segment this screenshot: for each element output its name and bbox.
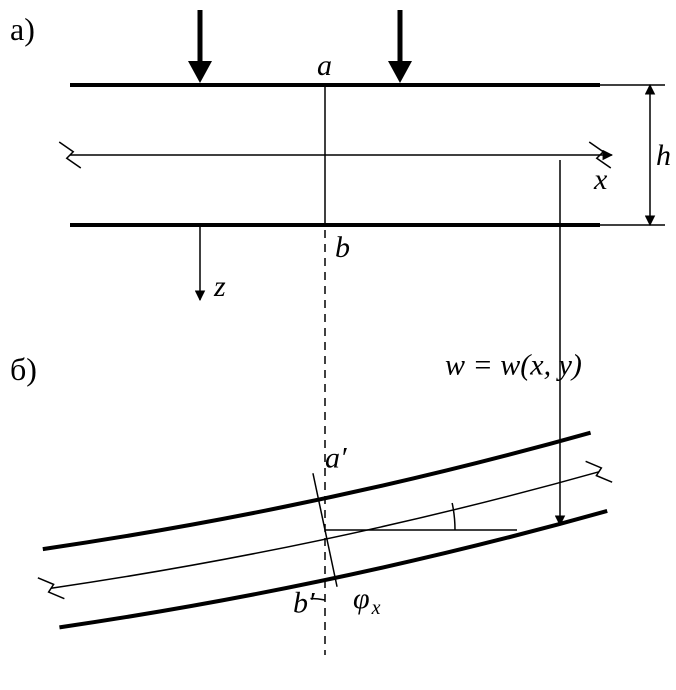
rotation-angle bbox=[310, 503, 517, 600]
beam-bending-diagram: а) б) a b x z h w = w(x, y) a′ b′ φx bbox=[0, 0, 676, 690]
label-a: a bbox=[317, 49, 332, 82]
force-arrows bbox=[188, 10, 412, 83]
label-w: w = w(x, y) bbox=[445, 349, 582, 382]
panel-a-label: а) bbox=[10, 11, 35, 47]
undeformed-beam bbox=[59, 85, 611, 225]
label-phi: φx bbox=[353, 582, 381, 619]
label-a-prime: a′ bbox=[325, 441, 347, 474]
label-z: z bbox=[213, 270, 226, 303]
panel-b-label: б) bbox=[10, 351, 37, 387]
label-b-prime: b′ bbox=[293, 587, 315, 620]
label-b: b bbox=[335, 231, 350, 264]
label-x: x bbox=[593, 163, 608, 196]
label-h: h bbox=[656, 139, 671, 172]
